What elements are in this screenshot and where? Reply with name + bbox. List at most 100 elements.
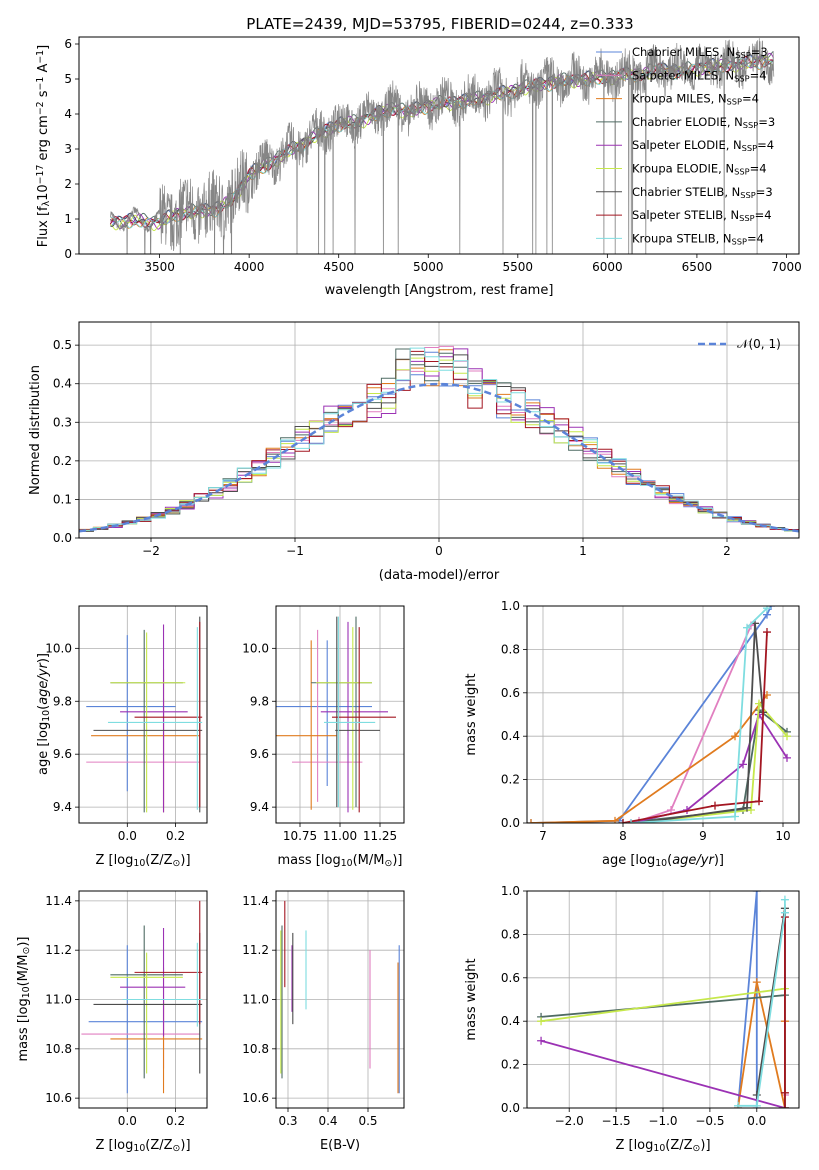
weight-marker xyxy=(537,1017,546,1026)
x-tick-label: −2.0 xyxy=(555,1114,584,1128)
weight-marker xyxy=(743,623,751,632)
plot-area xyxy=(276,606,404,823)
x-tick-label: 11.00 xyxy=(323,829,357,843)
weight-marker xyxy=(627,819,635,823)
weight-marker xyxy=(763,606,771,613)
axes-weight_vs_age: 7 8 9 10 0.0 0.2 0.4 0.6 0.8 1.0 mass weight age [l… xyxy=(464,599,800,869)
label-part: ] xyxy=(36,45,51,50)
weight-marker xyxy=(752,1090,761,1099)
label-part: SSP xyxy=(742,143,757,153)
weight-marker xyxy=(667,805,675,814)
weight-marker xyxy=(527,819,535,823)
label-part: =3 xyxy=(751,45,768,59)
label-part: ⊙ xyxy=(173,858,181,869)
label-part: 10 xyxy=(655,858,667,869)
y-tick-label: 0.0 xyxy=(501,816,520,830)
y-tick-label: 0.0 xyxy=(53,531,72,545)
label-part: −1 xyxy=(35,50,46,64)
axes-weight_vs_Z: −2.0 −1.5 −1.0 −0.5 0.0 0.0 0.2 0.4 0.6 0.8 1.0 mas… xyxy=(464,884,800,1154)
x-axis-label: Z [log10(Z/Z⊙)] xyxy=(95,1138,190,1154)
label-part: )] xyxy=(180,853,190,868)
label-part: Salpeter MILES, N xyxy=(632,68,734,82)
label-part: 10 xyxy=(36,184,51,201)
y-tick-label: 11.2 xyxy=(45,943,72,957)
x-tick-label: 4500 xyxy=(323,260,354,274)
y-tick-label: 9.8 xyxy=(53,694,72,708)
plot-area xyxy=(276,891,404,1108)
x-tick-label: 10 xyxy=(775,829,790,843)
x-tick-label: 0.3 xyxy=(278,1114,297,1128)
label-part: (Z/Z xyxy=(145,1138,172,1153)
weight-marker xyxy=(619,819,627,823)
label-part: age [log xyxy=(36,722,51,775)
legend-label: Salpeter STELIB, NSSP=4 xyxy=(632,208,772,223)
label-part: Flux [f xyxy=(36,206,51,247)
weight-line xyxy=(630,607,768,823)
y-tick-label: 11.4 xyxy=(242,894,269,908)
label-part: =3 xyxy=(756,185,773,199)
axes-frame-group: 7 8 9 10 0.0 0.2 0.4 0.6 0.8 1.0 xyxy=(501,599,800,843)
legend-label: Chabrier ELODIE, NSSP=3 xyxy=(632,115,775,130)
label-part: 10 xyxy=(21,986,32,998)
label-part: Chabrier ELODIE, N xyxy=(632,115,743,129)
axes-residuals: −2 −1 0 1 2 0.0 0.1 0.2 0.3 0.4 0.5 𝒩(0, 1) (data-mo… xyxy=(28,321,800,583)
label-part: )] xyxy=(16,937,31,947)
y-tick-label: 10.6 xyxy=(45,1091,72,1105)
y-tick-label: 11.2 xyxy=(242,943,269,957)
axes-age_vs_mass: 10.75 11.00 11.25 9.4 9.6 9.8 10.0 mass [log10(… xyxy=(242,605,405,869)
x-axis-label: E(B-V) xyxy=(320,1138,360,1153)
axes-frame-group: 3500 4000 4500 5000 5500 6000 6500 7000 0 1 2 3 4 5 6 xyxy=(64,36,802,274)
weight-marker xyxy=(755,797,763,806)
y-tick-label: 1.0 xyxy=(501,884,520,898)
y-tick-label: 1.0 xyxy=(501,599,520,613)
label-part: SSP xyxy=(734,167,749,177)
label-part: Salpeter ELODIE, N xyxy=(632,138,742,152)
weight-marker xyxy=(783,753,791,762)
data-spectrum xyxy=(109,38,775,254)
weight-marker xyxy=(780,1088,789,1097)
legend-label: Kroupa ELODIE, NSSP=4 xyxy=(632,162,767,177)
plot-area xyxy=(527,606,799,823)
x-tick-label: −2 xyxy=(142,544,160,558)
weight-marker xyxy=(739,760,747,769)
weight-line xyxy=(540,1039,786,1108)
label-part: Kroupa ELODIE, N xyxy=(632,162,734,176)
weight-marker xyxy=(763,628,771,637)
axes-frame-group: 0.3 0.4 0.5 10.6 10.8 11.0 11.2 11.4 xyxy=(242,890,405,1128)
label-part: SSP xyxy=(743,120,758,130)
label-part: (Z/Z xyxy=(665,1138,692,1153)
x-tick-label: −0.5 xyxy=(695,1114,724,1128)
y-tick-label: 0.4 xyxy=(501,729,520,743)
y-tick-label: 10.8 xyxy=(242,1042,269,1056)
label-part: 10 xyxy=(41,710,52,722)
weight-marker xyxy=(711,801,719,810)
y-axis-label: mass weight xyxy=(464,958,479,1040)
weight-line xyxy=(737,891,758,1108)
y-tick-label: 11.4 xyxy=(45,894,72,908)
weight-line xyxy=(738,899,786,1107)
axes-age_vs_Z: 0.0 0.29.49.69.810.0Z [log10(Z/Z⊙)]age [l… xyxy=(36,605,208,869)
x-tick-label: 7000 xyxy=(771,260,802,274)
label-part: s xyxy=(36,90,51,101)
label-part: SSP xyxy=(735,50,750,60)
weight-marker xyxy=(611,816,619,823)
weight-marker xyxy=(783,732,791,741)
label-part: 10 xyxy=(341,858,353,869)
x-tick-label: 2 xyxy=(723,544,731,558)
y-tick-label: 0.2 xyxy=(501,773,520,787)
x-tick-label: 10.75 xyxy=(283,829,317,843)
y-tick-label: 9.6 xyxy=(250,747,269,761)
label-part: erg cm xyxy=(36,115,51,164)
legend-label: Chabrier MILES, NSSP=3 xyxy=(632,45,768,60)
label-part: ⊙ xyxy=(173,1143,181,1154)
label-part: 10 xyxy=(133,1143,145,1154)
y-tick-label: 5 xyxy=(64,72,72,86)
label-part: =3 xyxy=(758,115,775,129)
legend-label: 𝒩(0, 1) xyxy=(737,337,781,351)
label-part: SSP xyxy=(734,73,749,83)
y-tick-label: 10.8 xyxy=(45,1042,72,1056)
x-tick-label: −1.5 xyxy=(602,1114,631,1128)
label-part: Z [log xyxy=(95,1138,133,1153)
plot-area xyxy=(109,38,775,254)
